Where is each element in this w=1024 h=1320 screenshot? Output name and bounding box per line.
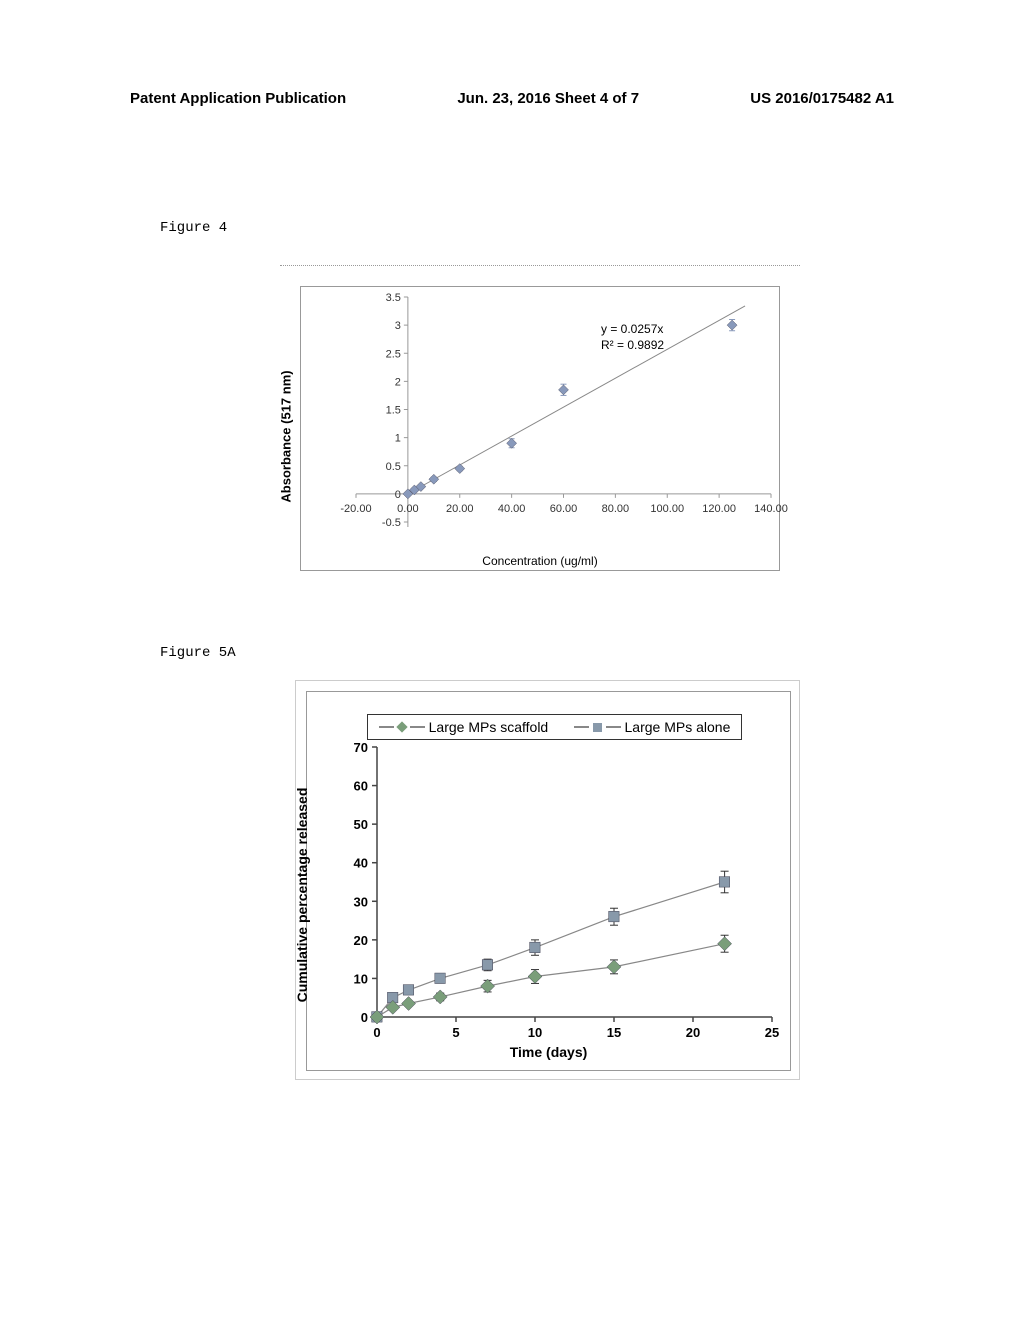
figure-5a-svg: 0 10 20 30 40 50 60 70 0 5 10 15 20 25 [307, 692, 792, 1072]
svg-text:30: 30 [354, 894, 368, 909]
figure-4-chart: Absorbance (517 nm) y = 0.0257x R² = 0.9… [280, 265, 800, 590]
header-right: US 2016/0175482 A1 [750, 90, 894, 107]
svg-text:3: 3 [395, 320, 401, 332]
legend-line-icon [379, 726, 394, 728]
figure-5a-chart: Large MPs scaffold Large MPs alone Cumul… [295, 680, 800, 1080]
svg-text:-20.00: -20.00 [340, 503, 371, 515]
figure-5a-plot-area: Large MPs scaffold Large MPs alone Cumul… [306, 691, 791, 1071]
svg-text:3.5: 3.5 [386, 292, 401, 304]
figure-5a-y-axis-label: Cumulative percentage released [294, 785, 310, 1005]
svg-text:0.00: 0.00 [397, 503, 418, 515]
svg-text:140.00: 140.00 [754, 503, 788, 515]
equation-line1: y = 0.0257x [601, 322, 664, 338]
header-left: Patent Application Publication [130, 90, 346, 107]
legend-label-2: Large MPs alone [625, 719, 731, 735]
legend-line-icon [606, 726, 621, 728]
svg-text:20: 20 [686, 1025, 700, 1040]
svg-text:0: 0 [361, 1010, 368, 1025]
figure-5a-legend: Large MPs scaffold Large MPs alone [367, 714, 742, 740]
figure-5a-label: Figure 5A [160, 645, 236, 661]
square-marker-icon [593, 723, 602, 732]
header-center: Jun. 23, 2016 Sheet 4 of 7 [457, 90, 639, 107]
figure-5a-x-axis-label: Time (days) [510, 1044, 588, 1060]
svg-text:70: 70 [354, 740, 368, 755]
legend-item-series2: Large MPs alone [574, 719, 731, 735]
figure-4-y-axis-label: Absorbance (517 nm) [279, 362, 294, 512]
svg-text:60: 60 [354, 779, 368, 794]
svg-text:1.5: 1.5 [386, 405, 401, 417]
legend-label-1: Large MPs scaffold [429, 719, 549, 735]
legend-line-icon [410, 726, 425, 728]
figure-4-svg: -0.5 0 0.5 1 1.5 2 2.5 3 3.5 -20.00 0.00 20.00 40.00… [301, 287, 781, 572]
figure-4-x-axis-label: Concentration (ug/ml) [482, 554, 597, 568]
svg-text:20: 20 [354, 933, 368, 948]
svg-text:40: 40 [354, 856, 368, 871]
svg-text:100.00: 100.00 [650, 503, 684, 515]
equation-line2: R² = 0.9892 [601, 338, 664, 354]
svg-text:2: 2 [395, 376, 401, 388]
svg-text:1: 1 [395, 433, 401, 445]
figure-4-equation: y = 0.0257x R² = 0.9892 [601, 322, 664, 353]
svg-text:0: 0 [395, 489, 401, 501]
svg-text:20.00: 20.00 [446, 503, 474, 515]
svg-text:50: 50 [354, 817, 368, 832]
svg-text:10: 10 [528, 1025, 542, 1040]
svg-text:60.00: 60.00 [550, 503, 578, 515]
diamond-marker-icon [396, 721, 407, 732]
svg-text:15: 15 [607, 1025, 621, 1040]
legend-line-icon [574, 726, 589, 728]
svg-text:40.00: 40.00 [498, 503, 526, 515]
page-header: Patent Application Publication Jun. 23, … [0, 0, 1024, 107]
svg-text:80.00: 80.00 [602, 503, 630, 515]
svg-text:25: 25 [765, 1025, 779, 1040]
svg-text:-0.5: -0.5 [382, 517, 401, 529]
figure-4-label: Figure 4 [160, 220, 227, 236]
svg-text:5: 5 [452, 1025, 459, 1040]
svg-text:2.5: 2.5 [386, 348, 401, 360]
svg-text:0.5: 0.5 [386, 461, 401, 473]
svg-text:10: 10 [354, 971, 368, 986]
legend-item-series1: Large MPs scaffold [379, 719, 549, 735]
svg-text:0: 0 [373, 1025, 380, 1040]
svg-text:120.00: 120.00 [702, 503, 736, 515]
figure-4-plot-area: Absorbance (517 nm) y = 0.0257x R² = 0.9… [300, 286, 780, 571]
